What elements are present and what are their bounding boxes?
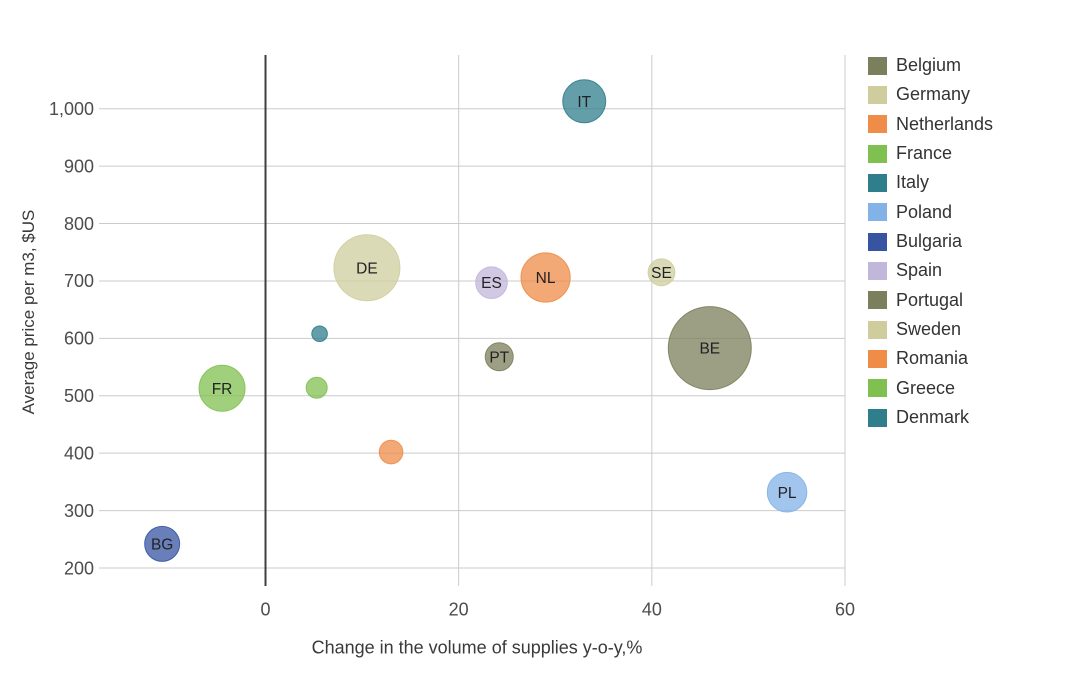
bubble-bulgaria[interactable]	[144, 525, 181, 562]
grid-layer	[99, 55, 846, 586]
legend-swatch-france	[868, 144, 887, 163]
legend-swatch-germany	[868, 85, 887, 104]
legend-label-bulgaria: Bulgaria	[896, 231, 963, 252]
y-tick-label-500: 500	[64, 386, 94, 406]
legend-item-belgium[interactable]: Belgium	[868, 51, 993, 80]
legend-swatch-greece	[868, 379, 887, 398]
bubble-italy[interactable]	[562, 79, 607, 124]
legend-swatch-italy	[868, 173, 887, 192]
bubble-sweden[interactable]	[647, 258, 676, 287]
legend-swatch-romania	[868, 349, 887, 368]
x-tick-label-20: 20	[449, 599, 469, 619]
legend-label-romania: Romania	[896, 348, 969, 369]
legend-label-greece: Greece	[896, 377, 956, 398]
legend-swatch-belgium	[868, 56, 887, 75]
legend-item-italy[interactable]: Italy	[868, 168, 993, 197]
y-tick-label-200: 200	[64, 558, 94, 578]
x-tick-label-0: 0	[260, 599, 270, 619]
legend-item-germany[interactable]: Germany	[868, 80, 993, 109]
legend-label-netherlands: Netherlands	[896, 113, 994, 134]
bubble-romania[interactable]	[378, 439, 404, 465]
legend-item-spain[interactable]: Spain	[868, 256, 993, 285]
x-axis-title: Change in the volume of supplies y-o-y,%	[312, 637, 643, 657]
legend-label-italy: Italy	[896, 172, 930, 193]
y-tick-label-700: 700	[64, 271, 94, 291]
legend-label-denmark: Denmark	[896, 407, 970, 428]
bubble-greece[interactable]	[305, 376, 328, 399]
bubble-belgium[interactable]	[667, 306, 752, 391]
legend-label-germany: Germany	[896, 84, 971, 105]
legend-swatch-spain	[868, 261, 887, 280]
tick-layer: 200 300 400 500 600 700 800 900 1,000 0 20 40 60	[49, 99, 855, 619]
legend-label-belgium: Belgium	[896, 55, 962, 76]
y-tick-label-600: 600	[64, 329, 94, 349]
bubble-poland[interactable]	[766, 471, 808, 513]
legend-swatch-sweden	[868, 320, 887, 339]
bubble-portugal[interactable]	[484, 342, 514, 372]
bubble-france[interactable]	[198, 364, 246, 412]
legend-item-denmark[interactable]: Denmark	[868, 403, 993, 432]
x-tick-label-40: 40	[642, 599, 662, 619]
legend-item-bulgaria[interactable]: Bulgaria	[868, 227, 993, 256]
legend-item-sweden[interactable]: Sweden	[868, 315, 993, 344]
y-tick-label-1000: 1,000	[49, 99, 94, 119]
legend-swatch-bulgaria	[868, 232, 887, 251]
legend-label-portugal: Portugal	[896, 289, 964, 310]
y-tick-label-800: 800	[64, 214, 94, 234]
legend-label-spain: Spain	[896, 260, 943, 281]
y-axis-title: Average price per m3, $US	[19, 210, 38, 415]
bubble-denmark[interactable]	[311, 325, 328, 343]
y-tick-label-300: 300	[64, 501, 94, 521]
legend-label-france: France	[896, 143, 953, 164]
bubble-germany[interactable]	[333, 234, 401, 302]
legend-item-greece[interactable]: Greece	[868, 374, 993, 403]
legend-swatch-denmark	[868, 408, 887, 427]
legend-item-poland[interactable]: Poland	[868, 198, 993, 227]
legend-item-romania[interactable]: Romania	[868, 344, 993, 373]
legend-item-netherlands[interactable]: Netherlands	[868, 110, 993, 139]
bubble-spain[interactable]	[475, 266, 508, 299]
y-tick-label-400: 400	[64, 443, 94, 463]
legend-label-sweden: Sweden	[896, 319, 962, 340]
bubble-netherlands[interactable]	[520, 252, 571, 303]
legend-item-france[interactable]: France	[868, 139, 993, 168]
legend-swatch-netherlands	[868, 115, 887, 134]
x-tick-label-60: 60	[835, 599, 855, 619]
legend-swatch-portugal	[868, 291, 887, 310]
legend-item-portugal[interactable]: Portugal	[868, 286, 993, 315]
legend-label-poland: Poland	[896, 201, 953, 222]
chart-legend: Belgium Germany Netherlands France Italy Pola…	[868, 51, 993, 432]
legend-swatch-poland	[868, 203, 887, 222]
y-tick-label-900: 900	[64, 156, 94, 176]
